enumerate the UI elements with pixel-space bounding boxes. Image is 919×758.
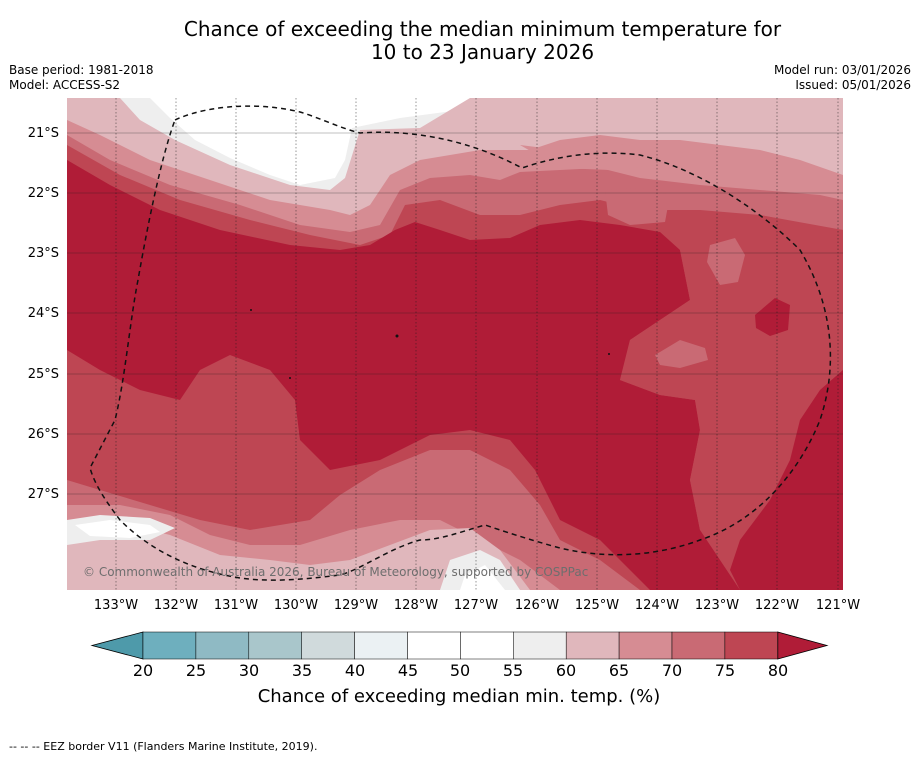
map-title: Chance of exceeding the median minimum t… <box>0 18 919 64</box>
lon-label: 129°W <box>333 598 379 613</box>
lon-label: 125°W <box>574 598 620 613</box>
lat-label: 21°S <box>27 126 59 141</box>
base-period: Base period: 1981-2018 <box>9 63 154 77</box>
colorbar-tick: 55 <box>502 661 524 680</box>
colorbar-tick: 80 <box>767 661 789 680</box>
band-75-80-east <box>620 215 843 540</box>
band-50-55-south <box>75 520 160 538</box>
lat-label: 24°S <box>27 306 59 321</box>
longitude-gridlines <box>115 98 839 590</box>
colorbar-segment <box>301 631 355 660</box>
lat-label: 23°S <box>27 246 59 261</box>
band-80-east-blob <box>755 298 790 336</box>
colorbar-tick: 60 <box>555 661 577 680</box>
colorbar-segment <box>724 631 779 660</box>
lon-label: 133°W <box>93 598 139 613</box>
colorbar-tick: 65 <box>608 661 630 680</box>
lon-label: 132°W <box>153 598 199 613</box>
colorbar-segment <box>142 631 197 660</box>
colorbar-segment <box>248 631 302 660</box>
band-80-east <box>730 370 843 590</box>
colorbar-tick: 30 <box>238 661 260 680</box>
band-50-55-pocket <box>305 145 335 168</box>
lon-label: 130°W <box>273 598 319 613</box>
copyright-notice: © Commonwealth of Australia 2026, Bureau… <box>83 565 589 579</box>
colorbar-segment <box>195 631 250 660</box>
lon-label: 131°W <box>213 598 259 613</box>
colorbar-tick: 25 <box>185 661 207 680</box>
lon-label: 124°W <box>634 598 680 613</box>
band-50-55-south-2 <box>460 565 505 590</box>
colorbar-tick: 50 <box>449 661 471 680</box>
colorbar-tick: 40 <box>344 661 366 680</box>
band-60-65-south <box>67 520 530 590</box>
colorbar-segment <box>565 631 620 660</box>
colorbar-segment <box>354 631 408 660</box>
colorbar-segment <box>407 631 461 660</box>
island-marker <box>395 334 399 338</box>
lat-label: 22°S <box>27 186 59 201</box>
lon-label: 127°W <box>453 598 499 613</box>
title-line-2: 10 to 23 January 2026 <box>370 40 595 64</box>
probability-field <box>67 98 843 590</box>
issued-date: Issued: 05/01/2026 <box>795 78 911 92</box>
colorbar-tick: 20 <box>132 661 154 680</box>
island-marker <box>250 309 252 311</box>
eez-legend: -- -- -- EEZ border V11 (Flanders Marine… <box>9 740 318 753</box>
lat-label: 26°S <box>27 427 59 442</box>
colorbar-segment <box>460 631 514 660</box>
model-name: Model: ACCESS-S2 <box>9 78 121 92</box>
colorbar-tick: 45 <box>397 661 419 680</box>
colorbar-segment <box>513 631 567 660</box>
band-50-55-north <box>150 98 470 185</box>
band-70-75-north-patch <box>605 188 670 225</box>
lat-label: 25°S <box>27 367 59 382</box>
colorbar-segment <box>671 631 726 660</box>
title-line-1: Chance of exceeding the median minimum t… <box>183 17 782 41</box>
colorbar-extend-low <box>90 631 144 660</box>
meta-right: Model run: 03/01/2026 Issued: 05/01/2026 <box>774 63 911 93</box>
colorbar-tick: 70 <box>661 661 683 680</box>
meta-left: Base period: 1981-2018 Model: ACCESS-S2 <box>9 63 154 93</box>
colorbar-extend-high <box>777 631 829 660</box>
colorbar-title: Chance of exceeding median min. temp. (%… <box>257 686 661 707</box>
colorbar <box>90 631 829 660</box>
island-marker <box>289 377 291 379</box>
colorbar-tick: 75 <box>714 661 736 680</box>
eez-border <box>89 105 832 581</box>
lon-label: 126°W <box>514 598 560 613</box>
colorbar-segment <box>618 631 673 660</box>
band-70-75-east-blob-2 <box>655 340 708 368</box>
colorbar-tick: 35 <box>291 661 313 680</box>
lon-label: 121°W <box>815 598 861 613</box>
lon-label: 122°W <box>754 598 800 613</box>
band-65-70-north-patch <box>520 140 660 170</box>
model-run: Model run: 03/01/2026 <box>773 63 911 77</box>
lon-label: 128°W <box>393 598 439 613</box>
lon-label: 123°W <box>694 598 740 613</box>
lat-label: 27°S <box>27 487 59 502</box>
island-marker <box>608 353 610 355</box>
band-70-75-east-blob <box>707 238 745 285</box>
latitude-gridlines <box>67 132 843 495</box>
